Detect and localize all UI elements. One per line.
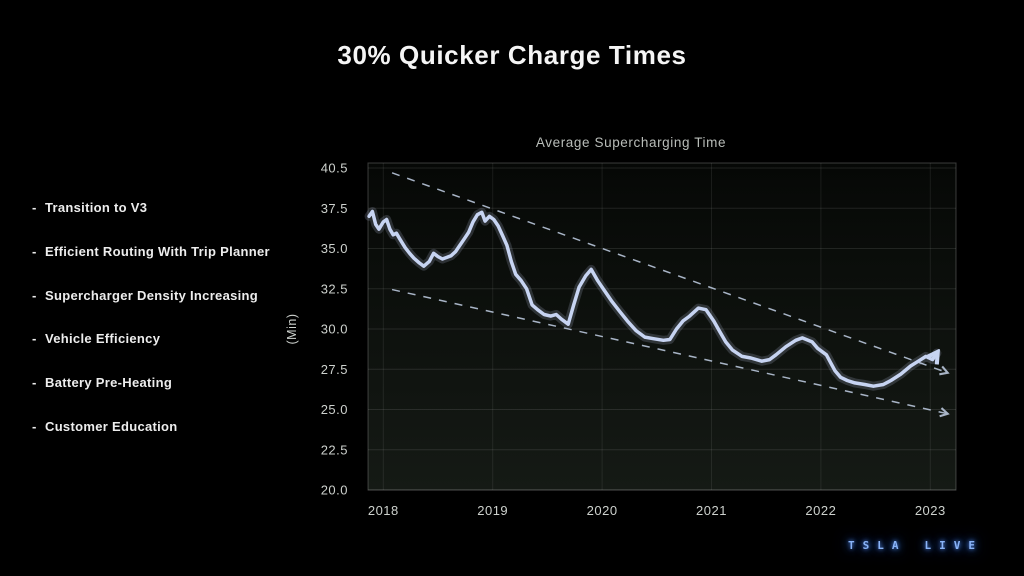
logo-word-live: LIVE [924, 539, 983, 552]
x-tick-label: 2018 [368, 503, 399, 518]
bullet-item: - Vehicle Efficiency [32, 317, 322, 361]
bullet-marker: - [32, 375, 37, 391]
bullet-label: Customer Education [45, 418, 178, 434]
chart-title: Average Supercharging Time [536, 135, 726, 150]
series-line [367, 209, 937, 388]
x-tick-label: 2019 [477, 503, 508, 518]
bullet-item: - Customer Education [32, 404, 322, 448]
y-tick-label: 37.5 [321, 201, 348, 216]
x-tick-label: 2021 [696, 503, 727, 518]
y-axis-label: (Min) [285, 314, 299, 345]
bullet-marker: - [32, 331, 37, 347]
bullet-item: - Efficient Routing With Trip Planner [32, 230, 322, 274]
bullet-marker: - [32, 244, 37, 260]
page-title: 30% Quicker Charge Times [337, 40, 687, 70]
bullet-item: - Transition to V3 [32, 186, 322, 230]
bullet-marker: - [32, 200, 37, 216]
y-tick-label: 22.5 [321, 442, 348, 457]
tsla-live-logo: TSLA LIVE [848, 539, 983, 552]
x-tick-label: 2020 [587, 503, 618, 518]
trend-line-upper-envelope [391, 172, 947, 373]
bullet-label: Vehicle Efficiency [45, 331, 161, 347]
y-tick-label: 30.0 [321, 322, 348, 337]
bullet-label: Transition to V3 [45, 200, 148, 216]
y-tick-label: 35.0 [321, 241, 348, 256]
plot-frame [367, 162, 957, 491]
bullet-marker: - [32, 287, 37, 303]
y-tick-label: 40.5 [321, 161, 348, 176]
plot-background [368, 163, 956, 490]
x-tick-label: 2022 [805, 503, 836, 518]
y-tick-label: 27.5 [321, 362, 348, 377]
bullet-label: Battery Pre-Heating [45, 375, 173, 391]
bullet-marker: - [32, 418, 37, 434]
bullet-item: - Battery Pre-Heating [32, 361, 322, 405]
y-tick-label: 20.0 [321, 483, 348, 498]
bullet-list: - Transition to V3- Efficient Routing With… [32, 186, 322, 448]
bullet-label: Supercharger Density Increasing [45, 287, 259, 303]
y-tick-label: 25.0 [321, 402, 348, 417]
logo-word-tsla: TSLA [848, 539, 907, 552]
y-tick-label: 32.5 [321, 281, 348, 296]
bullet-item: - Supercharger Density Increasing [32, 273, 322, 317]
x-tick-label: 2023 [915, 503, 946, 518]
bullet-label: Efficient Routing With Trip Planner [45, 244, 270, 260]
